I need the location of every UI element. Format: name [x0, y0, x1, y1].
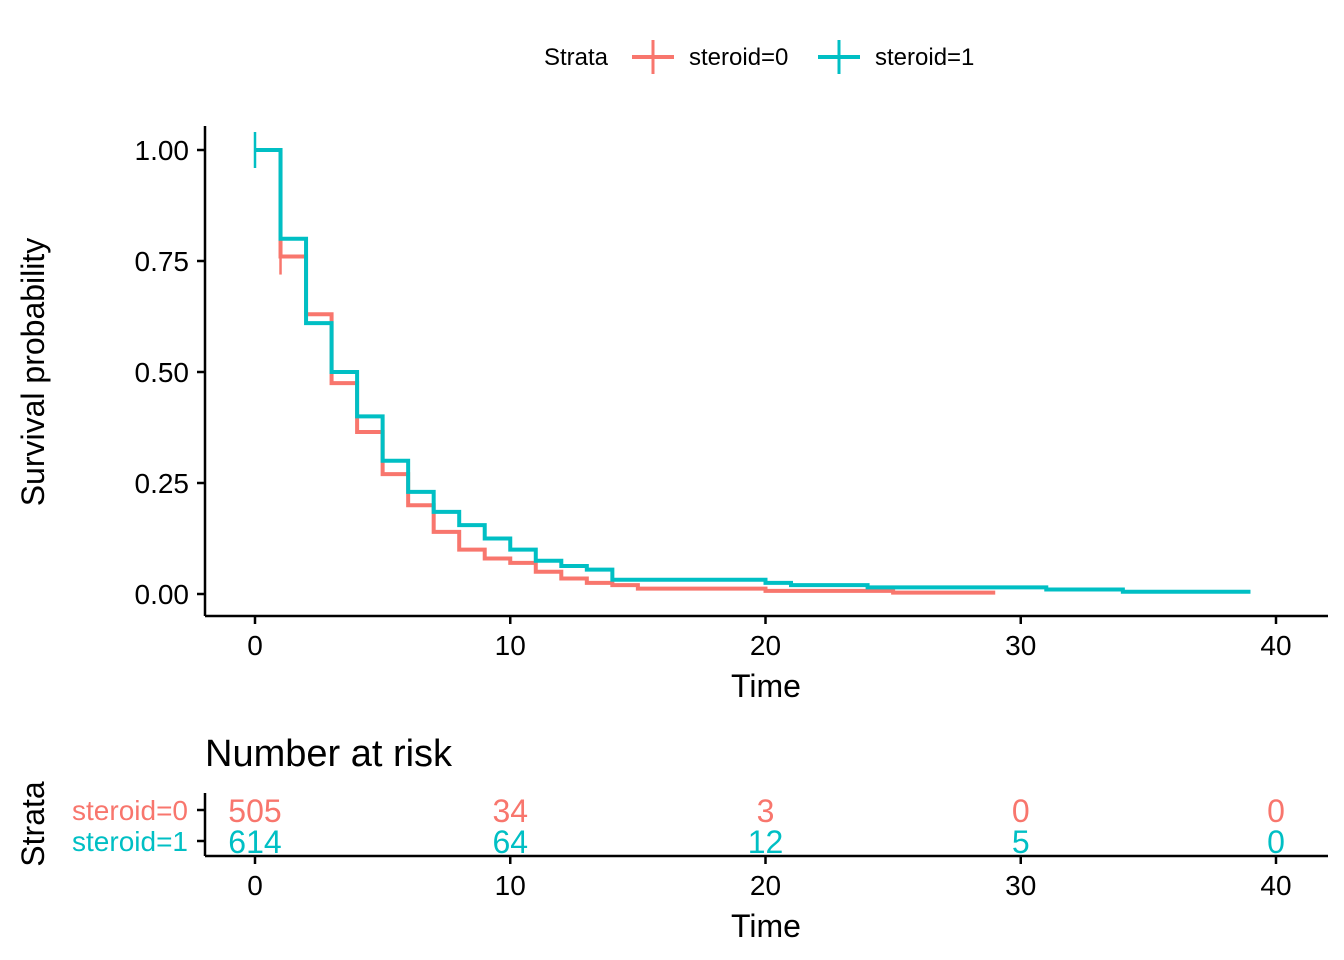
risk-row-label: steroid=0	[72, 795, 188, 826]
y-tick-label: 0.50	[135, 357, 190, 388]
y-axis-title: Survival probability	[15, 238, 51, 507]
x-tick-label: 20	[750, 630, 781, 661]
risk-table: Number at risk steroid=0 505 34 3 0 0steroid=…	[15, 733, 1328, 944]
legend-label-steroid-0: steroid=0	[689, 44, 788, 71]
risk-x-tick-label: 40	[1260, 870, 1291, 901]
legend-key-steroid-1	[818, 40, 860, 74]
risk-value: 614	[228, 824, 281, 860]
series-line-steroid-1	[255, 148, 1251, 594]
survival-plot: 0.00 0.25 0.50 0.75 1.00 0 10 20 30 40 Time Surv…	[15, 126, 1328, 704]
legend: Strata steroid=0 steroid=1	[544, 40, 974, 74]
risk-value: 505	[228, 793, 281, 829]
risk-value: 3	[757, 793, 775, 829]
y-tick-label: 0.75	[135, 246, 190, 277]
risk-table-title: Number at risk	[205, 733, 453, 775]
risk-row-label: steroid=1	[72, 826, 188, 857]
legend-key-steroid-0	[632, 40, 674, 74]
x-tick-label: 10	[495, 630, 526, 661]
risk-x-tick-label: 0	[247, 870, 263, 901]
risk-value: 0	[1267, 793, 1285, 829]
series-line-steroid-0	[255, 148, 996, 595]
risk-value: 0	[1267, 824, 1285, 860]
y-tick-label: 0.25	[135, 468, 190, 499]
risk-value: 5	[1012, 824, 1030, 860]
risk-value: 0	[1012, 793, 1030, 829]
y-tick-label: 1.00	[135, 135, 190, 166]
risk-x-axis-title: Time	[731, 908, 801, 944]
risk-value: 64	[492, 824, 528, 860]
x-ticks: 0 10 20 30 40	[247, 616, 1292, 661]
risk-x-tick-label: 10	[495, 870, 526, 901]
x-tick-label: 30	[1005, 630, 1036, 661]
risk-x-ticks: 0 10 20 30 40	[247, 856, 1292, 901]
risk-value: 12	[748, 824, 784, 860]
x-tick-label: 0	[247, 630, 263, 661]
y-ticks: 0.00 0.25 0.50 0.75 1.00	[135, 135, 205, 610]
series-layer	[253, 132, 1251, 595]
risk-value: 34	[492, 793, 528, 829]
legend-title: Strata	[544, 44, 609, 71]
risk-x-tick-label: 30	[1005, 870, 1036, 901]
y-tick-label: 0.00	[135, 579, 190, 610]
legend-label-steroid-1: steroid=1	[875, 44, 974, 71]
risk-y-axis-title: Strata	[15, 781, 51, 867]
x-tick-label: 40	[1260, 630, 1291, 661]
risk-x-tick-label: 20	[750, 870, 781, 901]
x-axis-title: Time	[731, 668, 801, 704]
